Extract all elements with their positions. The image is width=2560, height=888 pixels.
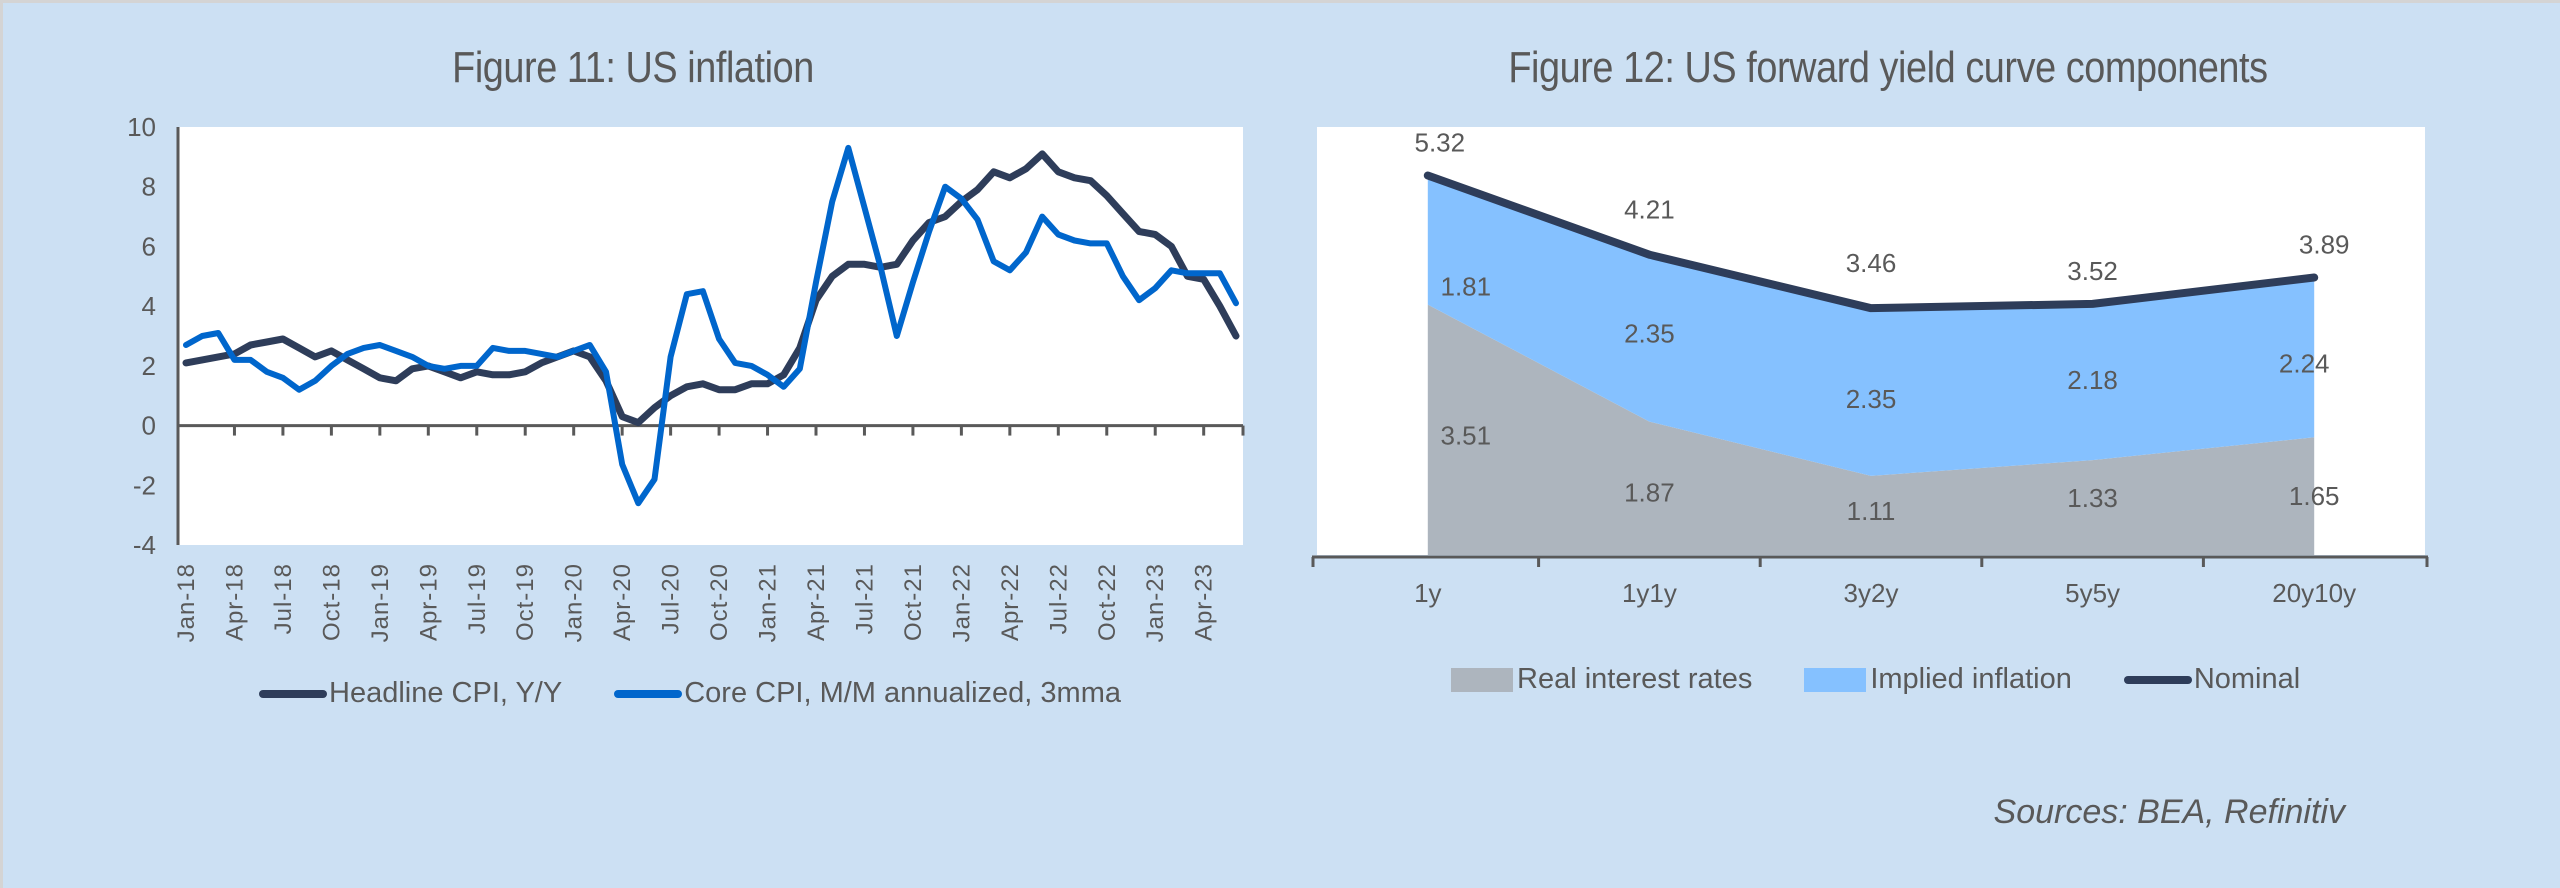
yield-curve-legend: Real interest rates Implied inflation No…	[1451, 663, 2352, 696]
legend-label-real: Real interest rates	[1517, 663, 1753, 695]
figure-11-title: Figure 11: US inflation	[452, 43, 814, 92]
legend-label-nominal: Nominal	[2193, 663, 2301, 695]
implied-inflation-label: 1.81	[1440, 272, 1491, 302]
y-tick-label: 8	[142, 172, 156, 202]
real-rate-label: 1.11	[1847, 496, 1896, 526]
x-tick-label: Apr-19	[415, 563, 442, 641]
x-tick-label: Apr-22	[997, 563, 1024, 641]
implied-swatch	[1804, 667, 1867, 692]
headline-cpi-line	[182, 150, 1240, 427]
nominal-label: 5.32	[1414, 128, 1465, 158]
inflation-chart: 10 8 6 4 2 0 -2 -4 Jan-18 Apr-18 Jul-18 Oct-18 Jan-1…	[127, 112, 1245, 642]
x-tick-label: Apr-21	[803, 563, 830, 641]
x-tick-label: Oct-20	[706, 563, 733, 641]
x-tick-label: Jan-22	[948, 563, 975, 642]
x-tick-label: Jul-18	[270, 563, 297, 634]
nominal-label: 3.46	[1846, 248, 1897, 278]
x-tick-label: 3y2y	[1844, 578, 1899, 608]
legend-item-real: Real interest rates	[1451, 663, 1752, 696]
y-tick-label: 2	[142, 351, 156, 381]
y-tick-label: 6	[142, 231, 156, 261]
real-rate-label: 1.33	[2067, 483, 2118, 513]
x-tick-label: Apr-18	[221, 563, 248, 641]
implied-inflation-label: 2.35	[1846, 384, 1897, 414]
x-tick-label: Jan-21	[755, 563, 782, 642]
y-tick-label: 10	[127, 112, 156, 142]
core-cpi-line	[183, 144, 1239, 507]
headline-swatch	[259, 689, 327, 698]
real-rate-label: 1.87	[1624, 478, 1675, 508]
x-tick-label: Jan-20	[561, 563, 588, 642]
x-tick-label: Jul-19	[464, 563, 491, 634]
nominal-label: 3.89	[2299, 230, 2350, 260]
real-swatch	[1451, 667, 1513, 692]
legend-label-implied: Implied inflation	[1870, 663, 2072, 695]
implied-inflation-label: 2.35	[1624, 319, 1675, 349]
implied-inflation-label: 2.18	[2067, 365, 2118, 395]
x-tick-label: 1y	[1414, 578, 1441, 608]
x-tick-label: Jan-19	[367, 563, 394, 642]
x-tick-label: Oct-19	[512, 563, 539, 641]
figure-12-title: Figure 12: US forward yield curve compon…	[1508, 43, 2268, 92]
x-tick-label: 20y10y	[2272, 578, 2356, 608]
inflation-legend: Headline CPI, Y/Y Core CPI, M/M annualiz…	[259, 677, 1173, 710]
x-tick-label: Jul-22	[1045, 563, 1072, 634]
x-tick-label: Apr-23	[1191, 563, 1218, 641]
x-tick-label: 5y5y	[2065, 578, 2120, 608]
report-page: Figure 11: US inflation Figure 12: US fo…	[3, 3, 2560, 888]
x-tick-label: Oct-18	[318, 563, 345, 641]
legend-label-headline: Headline CPI, Y/Y	[329, 677, 563, 709]
real-rate-label: 3.51	[1440, 421, 1491, 451]
real-rate-label: 1.65	[2289, 481, 2340, 511]
legend-item-headline: Headline CPI, Y/Y	[259, 677, 562, 710]
nominal-label: 4.21	[1624, 195, 1675, 225]
implied-inflation-area	[1427, 175, 2315, 476]
legend-item-core: Core CPI, M/M annualized, 3mma	[614, 677, 1121, 710]
nominal-swatch	[2123, 675, 2192, 684]
legend-item-implied: Implied inflation	[1804, 663, 2072, 696]
x-tick-label: Apr-20	[609, 563, 636, 641]
plot-area	[178, 127, 1243, 545]
y-tick-label: 0	[142, 411, 156, 441]
y-tick-label: 4	[142, 291, 156, 321]
nominal-label: 3.52	[2067, 256, 2118, 286]
sources-note: Sources: BEA, Refinitiv	[1993, 793, 2345, 831]
x-tick-label: 1y1y	[1622, 578, 1677, 608]
x-tick-label: Oct-22	[1094, 563, 1121, 641]
legend-label-core: Core CPI, M/M annualized, 3mma	[684, 677, 1121, 709]
x-tick-label: Jan-18	[173, 563, 200, 642]
x-tick-label: Jul-20	[658, 563, 685, 634]
implied-inflation-label: 2.24	[2279, 349, 2330, 379]
y-tick-label: -2	[133, 470, 156, 500]
y-tick-label: -4	[133, 530, 156, 560]
core-swatch	[614, 689, 683, 698]
x-tick-label: Jul-21	[851, 563, 878, 634]
nominal-line	[1423, 171, 2319, 313]
x-tick-label: Oct-21	[900, 563, 927, 641]
real-rates-area	[1427, 304, 2315, 555]
legend-item-nominal: Nominal	[2123, 663, 2301, 696]
x-tick-label: Jan-23	[1142, 563, 1169, 642]
